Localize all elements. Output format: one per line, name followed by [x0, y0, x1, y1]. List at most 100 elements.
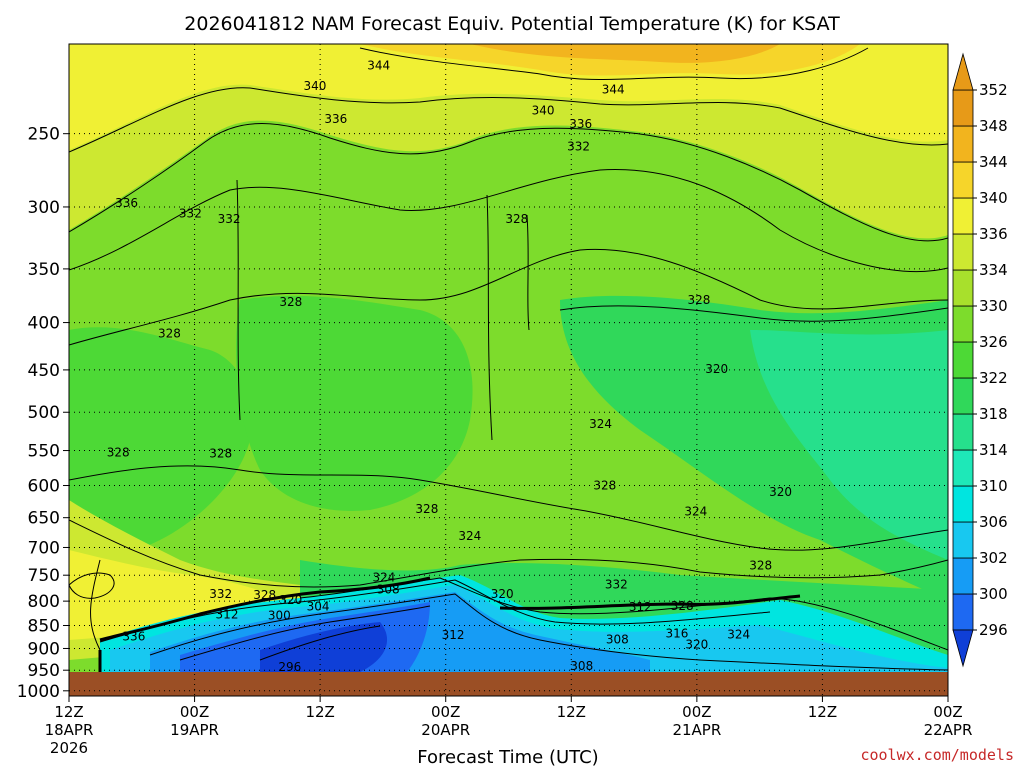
contour-label: 344 — [602, 83, 625, 97]
contour-line-328 — [69, 248, 948, 346]
contour-label-text: 312 — [442, 628, 465, 642]
contour-label-text: 308 — [570, 659, 593, 673]
colorbar-label: 306 — [979, 513, 1008, 531]
contour-label: 340 — [532, 104, 555, 118]
contour-label-text: 312 — [216, 607, 239, 621]
contour-label-text: 328 — [209, 446, 232, 460]
x-tick-date: 21APR — [672, 721, 721, 739]
contour-label-text: 332 — [567, 139, 590, 153]
contour-label-text: 328 — [505, 212, 528, 226]
x-tick-date: 19APR — [170, 721, 219, 739]
down-arrow-icon — [952, 629, 974, 668]
contour-label: 320 — [705, 362, 728, 376]
contour-label: 336 — [115, 196, 138, 210]
contour-label-text: 340 — [532, 104, 555, 118]
colorbar-swatch — [952, 197, 974, 235]
contour-label-text: 324 — [684, 504, 707, 518]
contour-label: 328 — [279, 295, 302, 309]
y-tick-label: 250 — [28, 125, 60, 145]
y-tick-label: 550 — [28, 442, 60, 462]
contour-label: 328 — [253, 588, 276, 602]
contour-label-text: 324 — [373, 570, 396, 584]
x-tick-time: 12Z — [808, 703, 837, 721]
contour-label: 316 — [666, 626, 689, 640]
colorbar-swatch — [952, 449, 974, 487]
x-tick-year: 2026 — [50, 739, 88, 757]
y-axis: 250 300 350 400 450 500 550 600 650 700 750 800 850 9… — [17, 125, 69, 702]
x-tick-time: 00Z — [431, 703, 460, 721]
contour-line-324-low — [69, 465, 948, 551]
contour-label-text: 308 — [377, 582, 400, 596]
contour-line-304 — [179, 605, 431, 661]
watermark-text: coolwx.com/models — [860, 746, 1014, 764]
contour-label-text: 324 — [589, 417, 612, 431]
y-tick-label: 350 — [28, 260, 60, 280]
contour-label: 324 — [727, 627, 750, 641]
y-tick-label: 700 — [28, 538, 60, 558]
contour-label: 328 — [749, 558, 772, 572]
theta-e-pool-mid-right-cool — [750, 330, 948, 560]
contour-line-336 — [69, 123, 948, 242]
contour-label: 332 — [567, 139, 590, 153]
contour-label: 324 — [684, 504, 707, 518]
theta-e-pool-mid-center — [236, 295, 473, 511]
contour-label: 304 — [307, 600, 330, 614]
colorbar-swatch — [952, 377, 974, 415]
contour-line-328-low — [69, 519, 948, 588]
contour-label-text: 324 — [727, 627, 750, 641]
contour-label-text: 328 — [107, 446, 130, 460]
contour-label: 332 — [209, 587, 232, 601]
contour-label: 336 — [569, 117, 592, 131]
y-tick-label: 800 — [28, 592, 60, 612]
theta-e-cold-pool-296 — [260, 622, 388, 675]
contour-label: 332 — [218, 212, 241, 226]
colorbar-label: 302 — [979, 549, 1008, 567]
contour-label: 300 — [268, 608, 291, 622]
contour-label-text: 324 — [458, 529, 481, 543]
contour-label: 328 — [671, 599, 694, 613]
colorbar-label: 296 — [979, 621, 1008, 639]
colorbar-swatch — [952, 557, 974, 595]
colorbar-swatch — [952, 89, 974, 127]
contour-label-text: 344 — [367, 59, 390, 73]
contour-line-312 — [99, 579, 771, 643]
colorbar-label: 300 — [979, 585, 1008, 603]
contour-label: 328 — [505, 212, 528, 226]
contour-label: 296 — [278, 660, 301, 674]
contour-label-text: 320 — [705, 362, 728, 376]
x-tick-time: 12Z — [305, 703, 334, 721]
y-tick-label: 600 — [28, 477, 60, 497]
x-tick-date: 18APR — [45, 721, 94, 739]
contour-label: 308 — [377, 582, 400, 596]
contour-label: 312 — [629, 600, 652, 614]
contour-label-text: 304 — [307, 600, 330, 614]
contour-line-vertical-3 — [526, 214, 530, 331]
up-arrow-icon — [952, 52, 974, 91]
contour-label: 308 — [606, 632, 629, 646]
contour-line-left-upper — [90, 559, 101, 651]
theta-e-band-upper-348 — [470, 44, 780, 63]
contour-label: 328 — [158, 326, 181, 340]
contour-label: 312 — [442, 628, 465, 642]
contour-label-text: 320 — [279, 593, 302, 607]
contour-label: 320 — [491, 587, 514, 601]
contour-label-text: 320 — [491, 587, 514, 601]
contour-line-340 — [69, 87, 948, 153]
y-tick-label: 450 — [28, 361, 60, 381]
colorbar-label: 340 — [979, 189, 1008, 207]
colorbar-label: 352 — [979, 81, 1008, 99]
y-tick-label: 950 — [28, 661, 60, 681]
colorbar-label: 322 — [979, 369, 1008, 387]
contour-label-text: 328 — [415, 502, 438, 516]
contour-label-text: 332 — [605, 578, 628, 592]
contour-label: 340 — [303, 79, 326, 93]
contour-label-text: 328 — [687, 293, 710, 307]
colorbar-label: 336 — [979, 225, 1008, 243]
contour-label: 344 — [367, 59, 390, 73]
theta-e-pool-mid-left — [69, 327, 253, 560]
contour-label-text: 328 — [279, 295, 302, 309]
contour-label: 328 — [415, 502, 438, 516]
colorbar-swatch — [952, 341, 974, 379]
colorbar-swatch — [952, 233, 974, 271]
